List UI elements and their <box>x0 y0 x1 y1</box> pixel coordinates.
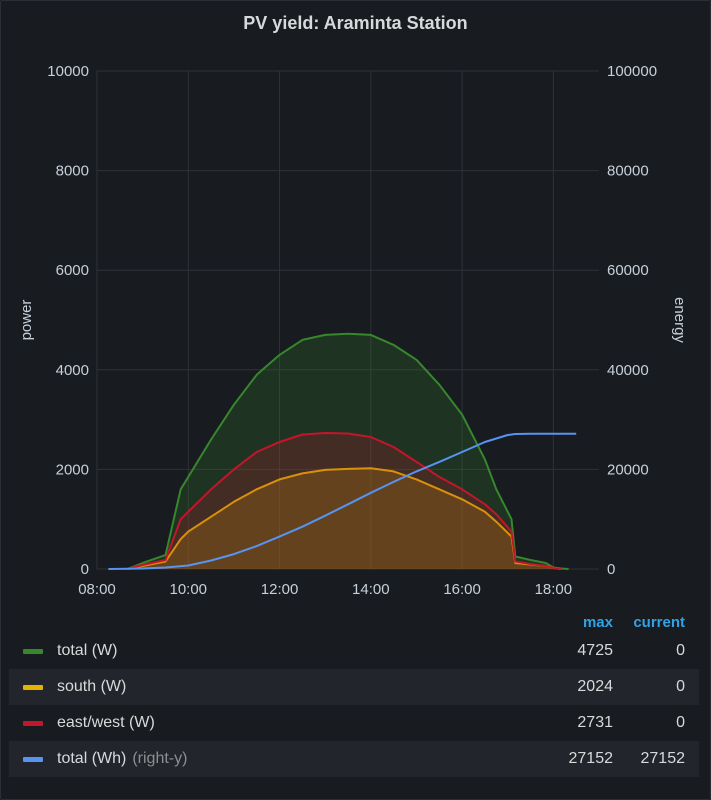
series-area-total-w <box>127 333 569 569</box>
series-line-east-west-w <box>127 432 562 570</box>
legend-max-value: 4725 <box>577 642 613 659</box>
y-right-tick-label: 60000 <box>607 262 649 279</box>
y-left-axis-label: power <box>18 300 35 341</box>
legend-series-label: total (Wh) <box>57 750 127 767</box>
y-left-tick-label: 8000 <box>56 163 89 180</box>
series-line-total-wh <box>108 432 577 570</box>
y-right-axis-label: energy <box>671 297 688 343</box>
y-right-tick-label: 0 <box>607 561 615 578</box>
legend-max-value: 2731 <box>577 714 613 731</box>
x-tick-label: 14:00 <box>352 581 390 598</box>
y-left-tick-label: 10000 <box>47 63 89 80</box>
legend-series-name[interactable]: east/west (W) <box>57 714 155 731</box>
series-area-east-west-w <box>127 433 562 569</box>
y-left-tick-label: 4000 <box>56 362 89 379</box>
x-tick-label: 10:00 <box>169 581 207 598</box>
x-tick-label: 16:00 <box>443 581 481 598</box>
legend-series-name[interactable]: total (Wh) (right-y) <box>57 750 187 768</box>
legend-header: max current <box>9 609 699 633</box>
y-right-tick-label: 20000 <box>607 461 649 478</box>
y-right-tick-label: 80000 <box>607 163 649 180</box>
series-line-total-w <box>127 332 569 570</box>
legend-swatch <box>23 685 43 690</box>
legend-row-south-w[interactable]: south (W) 2024 0 <box>9 669 699 705</box>
legend-current-value: 0 <box>676 642 685 659</box>
x-tick-label: 12:00 <box>261 581 299 598</box>
legend-current-value: 27152 <box>640 750 686 767</box>
legend-current-value: 0 <box>676 678 685 695</box>
x-tick-label: 18:00 <box>535 581 573 598</box>
y-left-tick-label: 2000 <box>56 461 89 478</box>
legend-row-east-west-w[interactable]: east/west (W) 2731 0 <box>9 705 699 741</box>
legend-axis-note: (right-y) <box>132 750 188 767</box>
legend-swatch <box>23 721 43 726</box>
legend-swatch <box>23 757 43 762</box>
legend: max current total (W) 4725 0 south (W) 2… <box>9 609 699 777</box>
legend-current-value: 0 <box>676 714 685 731</box>
series-area-south-w <box>127 468 562 569</box>
x-tick-label: 08:00 <box>78 581 116 598</box>
legend-row-total-w[interactable]: total (W) 4725 0 <box>9 633 699 669</box>
series-line-south-w <box>127 467 562 570</box>
y-right-tick-label: 100000 <box>607 63 657 80</box>
legend-current-header[interactable]: current <box>633 614 685 631</box>
panel-title[interactable]: PV yield: Araminta Station <box>243 13 468 33</box>
y-left-tick-label: 0 <box>81 561 89 578</box>
legend-row-total-wh[interactable]: total (Wh) (right-y) 27152 27152 <box>9 741 699 777</box>
legend-max-value: 27152 <box>568 750 614 767</box>
chart[interactable]: 0 0 2000 20000 4000 40000 6000 60000 8000 80000 10… <box>1 1 710 601</box>
legend-swatch <box>23 649 43 654</box>
legend-max-value: 2024 <box>577 678 613 695</box>
y-right-tick-label: 40000 <box>607 362 649 379</box>
legend-series-name[interactable]: total (W) <box>57 642 118 659</box>
legend-max-header[interactable]: max <box>582 614 613 631</box>
legend-series-name[interactable]: south (W) <box>57 678 127 695</box>
y-left-tick-label: 6000 <box>56 262 89 279</box>
